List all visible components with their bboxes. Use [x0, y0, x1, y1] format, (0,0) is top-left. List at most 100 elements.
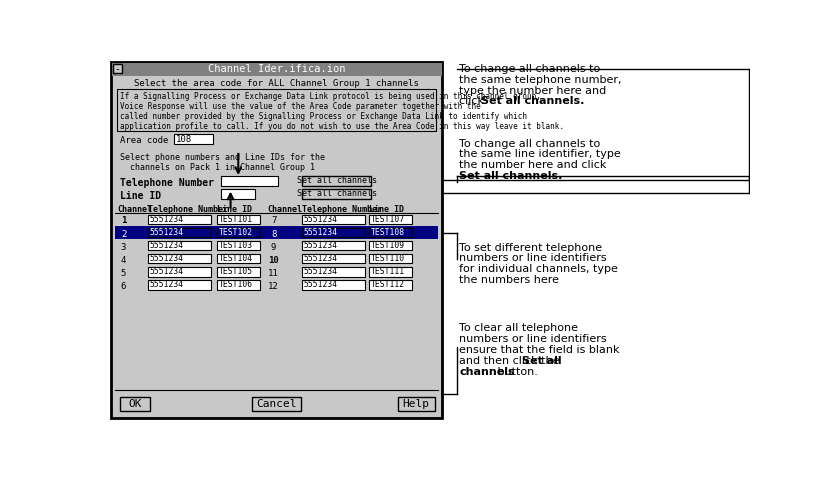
Bar	[398, 397, 435, 411]
Text: 5551234: 5551234	[303, 254, 338, 263]
Bar	[148, 215, 212, 224]
Text: 6: 6	[121, 282, 126, 291]
Text: TEST112: TEST112	[370, 281, 405, 290]
Text: 1: 1	[121, 216, 126, 226]
Text: To change all channels to: To change all channels to	[459, 139, 600, 148]
Bar	[148, 228, 212, 237]
Text: called number provided by the Signalling Process or Exchange Data Link to identi: called number provided by the Signalling…	[120, 112, 527, 120]
Text: TEST107: TEST107	[370, 215, 405, 224]
Bar	[217, 228, 260, 237]
Text: the numbers here: the numbers here	[459, 275, 559, 285]
Text: 8: 8	[271, 229, 277, 239]
Text: 5551234: 5551234	[303, 228, 338, 237]
Text: TEST110: TEST110	[370, 254, 405, 263]
Text: To set different telephone: To set different telephone	[459, 242, 603, 253]
Text: 11: 11	[268, 269, 279, 278]
Bar	[148, 281, 212, 290]
Bar	[148, 241, 212, 250]
Bar	[217, 268, 260, 277]
Text: TEST102: TEST102	[219, 228, 253, 237]
Text: channels on Pack 1 in Channel Group 1: channels on Pack 1 in Channel Group 1	[120, 162, 315, 172]
Text: the same telephone number,: the same telephone number,	[459, 75, 622, 85]
Bar	[113, 64, 122, 73]
Bar	[148, 254, 212, 264]
Bar	[302, 228, 365, 237]
Text: Telephone Number: Telephone Number	[302, 205, 382, 214]
Bar	[370, 241, 411, 250]
Text: Channel: Channel	[268, 205, 303, 214]
Text: 10: 10	[268, 256, 279, 265]
Text: Set all: Set all	[522, 356, 562, 366]
Bar	[217, 281, 260, 290]
Text: Channel: Channel	[117, 205, 152, 214]
Text: Set all channels.: Set all channels.	[459, 171, 563, 181]
Text: Line ID: Line ID	[120, 191, 161, 201]
Text: 5551234: 5551234	[303, 281, 338, 290]
Text: Line ID: Line ID	[217, 205, 252, 214]
Text: type the number here and: type the number here and	[459, 86, 606, 95]
Text: TEST105: TEST105	[219, 268, 253, 276]
Text: 5551234: 5551234	[150, 281, 184, 290]
Bar	[302, 268, 365, 277]
Text: 108: 108	[176, 134, 192, 144]
Text: and then click the: and then click the	[459, 356, 563, 366]
Bar	[370, 228, 411, 237]
Text: 5551234: 5551234	[303, 268, 338, 276]
Bar	[302, 189, 371, 199]
Bar	[370, 254, 411, 264]
Bar	[302, 241, 365, 250]
Bar	[111, 63, 442, 418]
Bar	[148, 268, 212, 277]
Bar	[217, 254, 260, 264]
Text: TEST108: TEST108	[370, 228, 405, 237]
Bar	[302, 281, 365, 290]
Text: If a Signalling Process or Exchange Data Link protocol is being used in this cha: If a Signalling Process or Exchange Data…	[120, 92, 541, 101]
Text: click: click	[459, 96, 487, 107]
Text: To change all channels to: To change all channels to	[459, 64, 600, 74]
Text: Line ID: Line ID	[370, 205, 404, 214]
Text: 5: 5	[121, 269, 126, 278]
Text: OK: OK	[129, 399, 142, 409]
Text: Select the area code for ALL Channel Group 1 channels: Select the area code for ALL Channel Gro…	[135, 80, 419, 88]
Text: numbers or line identifiers: numbers or line identifiers	[459, 335, 607, 344]
Text: 5551234: 5551234	[150, 228, 184, 237]
Bar	[217, 215, 260, 224]
Text: numbers or line identifiers: numbers or line identifiers	[459, 254, 607, 264]
Text: Set all channels: Set all channels	[297, 176, 377, 185]
Text: 5551234: 5551234	[150, 215, 184, 224]
Text: TEST104: TEST104	[219, 254, 253, 263]
Bar	[117, 89, 436, 131]
Text: 2: 2	[121, 229, 126, 239]
Text: ensure that the field is blank: ensure that the field is blank	[459, 345, 619, 355]
Text: 5551234: 5551234	[303, 215, 338, 224]
Text: 5551234: 5551234	[150, 254, 184, 263]
Bar	[175, 134, 213, 144]
Text: TEST111: TEST111	[370, 268, 405, 276]
Text: Set all channels.: Set all channels.	[481, 96, 584, 107]
Bar	[221, 189, 255, 199]
Text: Telephone Number: Telephone Number	[120, 178, 215, 188]
Text: button.: button.	[494, 367, 538, 376]
Text: 5551234: 5551234	[150, 241, 184, 250]
Text: TEST103: TEST103	[219, 241, 253, 250]
Text: 3: 3	[121, 242, 126, 252]
Text: channels: channels	[459, 367, 515, 376]
Text: for individual channels, type: for individual channels, type	[459, 264, 618, 274]
Text: Help: Help	[403, 399, 430, 409]
Text: Set all channels: Set all channels	[297, 189, 377, 198]
Bar	[221, 175, 278, 186]
Text: application profile to call. If you do not wish to use the Area Code in this way: application profile to call. If you do n…	[120, 122, 563, 131]
Text: the same line identifier, type: the same line identifier, type	[459, 149, 621, 160]
Text: 5551234: 5551234	[150, 268, 184, 276]
Text: 5551234: 5551234	[303, 241, 338, 250]
Text: To clear all telephone: To clear all telephone	[459, 323, 579, 334]
Text: the number here and click: the number here and click	[459, 160, 607, 170]
Text: 12: 12	[268, 282, 279, 291]
Bar	[370, 268, 411, 277]
Bar	[370, 281, 411, 290]
Text: 4: 4	[121, 256, 126, 265]
Bar	[217, 241, 260, 250]
Text: Channel Ider.ifica.ion: Channel Ider.ifica.ion	[208, 65, 345, 74]
Bar	[302, 215, 365, 224]
Text: Telephone Number: Telephone Number	[148, 205, 228, 214]
